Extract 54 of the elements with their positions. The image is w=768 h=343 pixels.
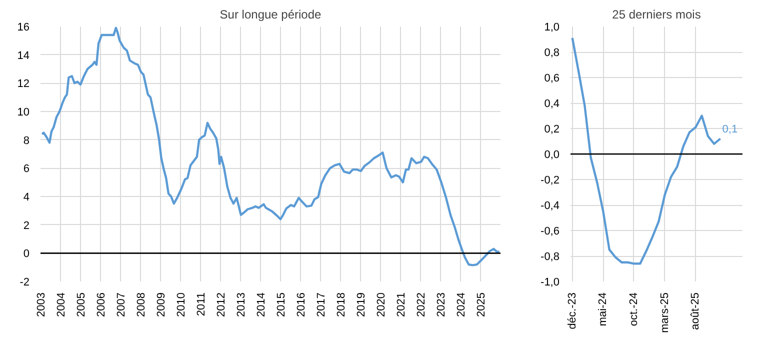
y-tick-label: 16 <box>17 22 30 34</box>
y-tick-label: 12 <box>17 78 30 90</box>
x-tick-label: 2015 <box>276 292 288 317</box>
x-tick-label: oct.-24 <box>628 292 640 326</box>
x-tick-label: 2020 <box>376 292 388 317</box>
x-tick-label: mars-25 <box>658 292 671 333</box>
y-tick-label: 0,4 <box>544 98 560 110</box>
x-tick-label: mai-24 <box>597 292 610 326</box>
x-tick-label: 2025 <box>476 292 488 317</box>
y-tick-label: -1,0 <box>540 276 560 288</box>
x-tick-label: 2010 <box>176 292 188 317</box>
y-tick-label: 0 <box>23 248 30 260</box>
y-tick-label: -0,6 <box>540 226 560 238</box>
y-tick-label: 2 <box>23 220 30 232</box>
x-tick-label: 2017 <box>316 292 328 317</box>
x-tick-label: 2014 <box>256 292 268 317</box>
y-tick-label: 1,0 <box>544 22 560 34</box>
y-tick-label: 6 <box>23 163 30 176</box>
x-tick-label: 2018 <box>336 292 348 317</box>
x-tick-label: 2019 <box>356 292 368 317</box>
y-tick-label: -0,8 <box>540 251 560 263</box>
y-tick-label: -0,4 <box>540 200 560 212</box>
x-tick-label: août-25 <box>690 292 702 330</box>
y-tick-label: 0,8 <box>544 47 560 59</box>
y-tick-label: 0,6 <box>544 72 560 84</box>
x-tick-label: 2003 <box>36 292 48 317</box>
x-tick-label: déc.-23 <box>566 292 578 330</box>
x-tick-label: 2004 <box>56 292 68 317</box>
chart-title: 25 derniers mois <box>612 8 701 22</box>
x-tick-label: 2023 <box>436 292 448 317</box>
x-tick-label: 2009 <box>156 292 168 317</box>
y-tick-label: 10 <box>17 106 30 118</box>
y-tick-label: -0,2 <box>540 174 560 186</box>
line-series <box>41 26 500 266</box>
x-tick-label: 2013 <box>236 292 248 317</box>
y-tick-label: 8 <box>23 134 30 147</box>
x-tick-label: 2011 <box>196 292 208 316</box>
x-tick-label: 2007 <box>116 292 128 317</box>
x-tick-label: 2006 <box>96 292 108 317</box>
y-tick-label: 4 <box>23 192 30 204</box>
y-tick-label: 0,0 <box>544 149 560 161</box>
x-tick-label: 2024 <box>456 292 468 317</box>
chart-title: Sur longue période <box>220 8 322 22</box>
x-tick-label: 2005 <box>76 292 88 317</box>
y-tick-label: 14 <box>17 50 30 62</box>
x-tick-label: 2022 <box>416 292 428 317</box>
y-tick-label: 0,2 <box>544 124 560 136</box>
y-tick-label: -2 <box>20 276 30 288</box>
x-tick-label: 2021 <box>396 292 408 317</box>
x-tick-label: 2016 <box>296 292 308 317</box>
x-tick-label: 2012 <box>216 292 228 317</box>
data-label: 0,1 <box>722 124 738 136</box>
line-series <box>571 36 722 265</box>
x-tick-label: 2008 <box>136 292 148 317</box>
